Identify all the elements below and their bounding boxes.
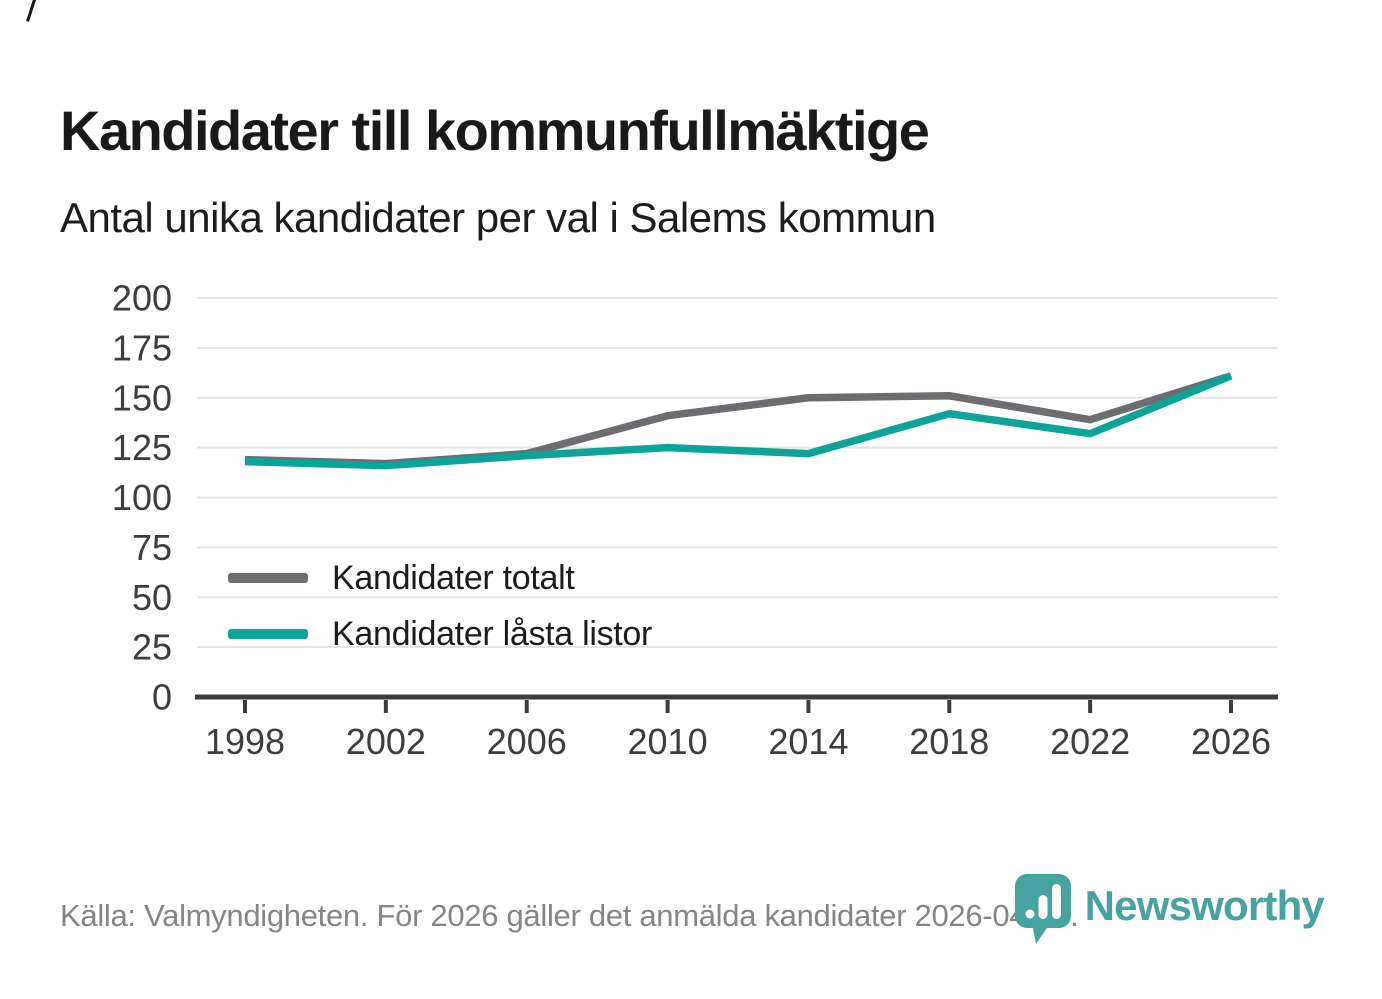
x-axis-tick-label: 2006: [487, 721, 567, 762]
y-axis-tick-label: 125: [112, 427, 172, 468]
y-axis-tick-label: 50: [132, 577, 172, 618]
x-axis-tick-label: 2010: [628, 721, 708, 762]
legend-item-total: Kandidater totalt: [228, 550, 652, 606]
y-axis-tick-label: 75: [132, 527, 172, 568]
legend-item-locked-lists: Kandidater låsta listor: [228, 606, 652, 662]
x-axis-tick-label: 2002: [346, 721, 426, 762]
x-axis-tick-label: 2026: [1191, 721, 1271, 762]
chart-legend: Kandidater totalt Kandidater låsta listo…: [228, 550, 652, 662]
x-axis-tick-label: 2022: [1050, 721, 1130, 762]
y-axis-tick-label: 150: [112, 377, 172, 418]
y-axis-tick-label: 100: [112, 477, 172, 518]
legend-swatch-locked-lists-line: [228, 629, 308, 639]
source-note: Källa: Valmyndigheten. För 2026 gäller d…: [60, 898, 1079, 933]
newsworthy-pin-barchart-icon: [1014, 874, 1071, 944]
y-axis-tick-label: 200: [112, 278, 172, 319]
x-axis-tick-label: 1998: [205, 721, 285, 762]
newsworthy-logo: Newsworthy: [1014, 874, 1325, 948]
legend-swatch-total-line: [228, 573, 308, 583]
newsworthy-wordmark: Newsworthy: [1084, 882, 1325, 929]
series-line-1: [244, 372, 1233, 470]
y-axis-tick-label: 175: [112, 327, 172, 368]
x-axis-tick-label: 2014: [768, 721, 848, 762]
x-axis-tick-label: 2018: [909, 721, 989, 762]
chart-title: Kandidater till kommunfullmäktige: [60, 98, 930, 162]
legend-label-total: Kandidater totalt: [332, 558, 575, 597]
legend-label-locked-lists: Kandidater låsta listor: [332, 614, 653, 653]
y-axis-tick-label: 25: [132, 627, 172, 668]
chart-subtitle: Antal unika kandidater per val i Salems …: [60, 194, 936, 241]
y-axis-tick-label: 0: [152, 677, 172, 718]
